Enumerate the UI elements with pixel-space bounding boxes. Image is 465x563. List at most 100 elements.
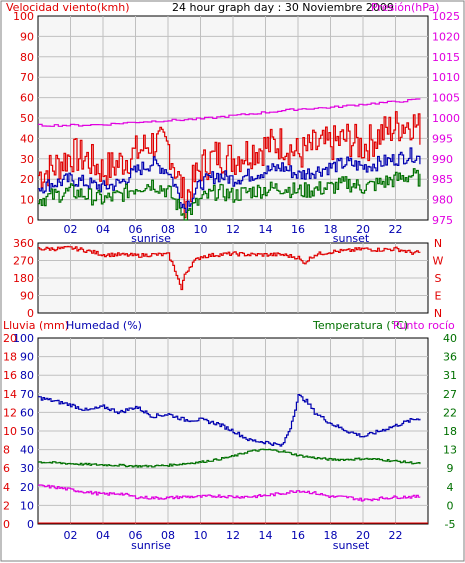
hour-tick-label: 10: [194, 223, 208, 236]
pressure-tick-label: 990: [432, 153, 453, 166]
pressure-tick-label: 1010: [432, 71, 460, 84]
rain-tick-label: 10: [3, 425, 17, 438]
rain-tick-label: 6: [3, 462, 10, 475]
top-sunset-label: sunset: [333, 232, 370, 245]
hour-tick-label: 18: [324, 223, 338, 236]
temperature-title: Temperatura (°C): [312, 319, 408, 332]
humidity-tick-label: 10: [20, 499, 34, 512]
wind-direction-grid: [38, 243, 428, 313]
hour-tick-label: 20: [356, 223, 370, 236]
humidity-tick-label: 70: [20, 388, 34, 401]
rain-axis: 0 2 4 6 8 10 12 14 16 18 20: [3, 332, 17, 531]
pressure-title: Presión(hPa): [371, 1, 439, 14]
wind-speed-tick-label: 90: [20, 30, 34, 43]
humidity-tick-label: 60: [20, 406, 34, 419]
direction-tick-label: 270: [13, 255, 34, 268]
wind-speed-tick-label: 100: [13, 10, 34, 23]
temperature-tick-label: 4: [447, 481, 454, 494]
temperature-tick-label: 40: [443, 332, 457, 345]
pressure-axis: 975 980 985 990 995 1000 1005 1010 1015 1020 1025: [432, 10, 460, 227]
pressure-tick-label: 1005: [432, 92, 460, 105]
bottom-sunset-label: sunset: [333, 539, 370, 552]
humidity-tick-label: 0: [27, 518, 34, 531]
direction-tick-label: 90: [20, 290, 34, 303]
temperature-axis: -5 0 4 9 13 18 22 27 31 36 40: [443, 332, 457, 531]
hour-tick-label: 02: [64, 529, 78, 542]
wind-speed-tick-label: 10: [20, 194, 34, 207]
temperature-tick-label: 27: [443, 388, 457, 401]
direction-tick-label: 180: [13, 272, 34, 285]
pressure-line: [38, 98, 421, 127]
wind-speed-tick-label: 20: [20, 173, 34, 186]
hour-tick-label: 22: [389, 223, 403, 236]
wind-speed-line: [38, 111, 421, 219]
hour-tick-label: 18: [324, 529, 338, 542]
temperature-line: [38, 448, 421, 468]
pressure-tick-label: 1015: [432, 51, 460, 64]
bottom-hour-axis: 02 04 06 08 10 12 14 16 18 20 22: [64, 529, 403, 542]
wind-average-line: [38, 147, 421, 213]
dew-point-line: [38, 484, 421, 502]
wind-speed-tick-label: 80: [20, 51, 34, 64]
direction-tick-label: 360: [13, 237, 34, 250]
rain-tick-label: 18: [3, 351, 17, 364]
bottom-sunrise-label: sunrise: [131, 539, 171, 552]
humidity-title: Humedad (%): [66, 319, 142, 332]
top-hour-axis: 02 04 06 08 10 12 14 16 18 20 22: [64, 223, 403, 236]
wind-minimum-line: [38, 168, 421, 221]
wind-speed-tick-label: 60: [20, 92, 34, 105]
top-sunrise-label: sunrise: [131, 232, 171, 245]
wind-pressure-series: [38, 98, 421, 221]
humidity-tick-label: 90: [20, 351, 34, 364]
rain-title: Lluvia (mm): [3, 319, 69, 332]
hour-tick-label: 16: [291, 529, 305, 542]
hour-tick-label: 08: [161, 529, 175, 542]
dew-point-title: Punto rocío: [393, 319, 455, 332]
pressure-tick-label: 975: [432, 214, 453, 227]
compass-letter: N: [434, 237, 442, 250]
humidity-tick-label: 80: [20, 369, 34, 382]
temperature-tick-label: 31: [443, 369, 457, 382]
hour-tick-label: 10: [194, 529, 208, 542]
pressure-tick-label: 1025: [432, 10, 460, 23]
wind-speed-title: Velocidad viento(kmh): [6, 1, 130, 14]
rain-tick-label: 8: [3, 444, 10, 457]
pressure-tick-label: 1020: [432, 30, 460, 43]
pressure-tick-label: 995: [432, 132, 453, 145]
wind-speed-tick-label: 30: [20, 153, 34, 166]
temperature-tick-label: 13: [443, 444, 457, 457]
hour-tick-label: 14: [259, 529, 273, 542]
temperature-tick-label: 0: [447, 499, 454, 512]
hour-tick-label: 08: [161, 223, 175, 236]
chart-title: 24 hour graph day : 30 Noviembre 2009: [172, 1, 394, 14]
compass-letter: N: [434, 307, 442, 320]
hour-tick-label: 12: [226, 529, 240, 542]
hour-tick-label: 04: [96, 223, 110, 236]
temperature-tick-label: -5: [445, 518, 456, 531]
humidity-tick-label: 20: [20, 481, 34, 494]
humidity-tick-label: 100: [13, 332, 34, 345]
wind-speed-tick-label: 50: [20, 112, 34, 125]
hour-tick-label: 16: [291, 223, 305, 236]
compass-letter: S: [435, 272, 442, 285]
temperature-tick-label: 18: [443, 425, 457, 438]
temperature-tick-label: 36: [443, 351, 457, 364]
hour-tick-label: 14: [259, 223, 273, 236]
wind-speed-axis: 0 10 20 30 40 50 60 70 80 90 100: [13, 10, 34, 227]
pressure-tick-label: 1000: [432, 112, 460, 125]
humidity-axis: 0 10 20 30 40 50 60 70 80 90 100: [13, 332, 34, 531]
wind-speed-tick-label: 70: [20, 71, 34, 84]
direction-tick-label: 0: [27, 307, 34, 320]
compass-letter: E: [435, 290, 442, 303]
wind-direction-series: [38, 245, 421, 291]
rain-tick-label: 12: [3, 406, 17, 419]
rain-tick-label: 20: [3, 332, 17, 345]
wind-direction-axis: 0 90 180 270 360: [13, 237, 34, 320]
wind-speed-tick-label: 0: [27, 214, 34, 227]
hour-tick-label: 12: [226, 223, 240, 236]
rain-tick-label: 2: [3, 499, 10, 512]
hour-tick-label: 22: [389, 529, 403, 542]
